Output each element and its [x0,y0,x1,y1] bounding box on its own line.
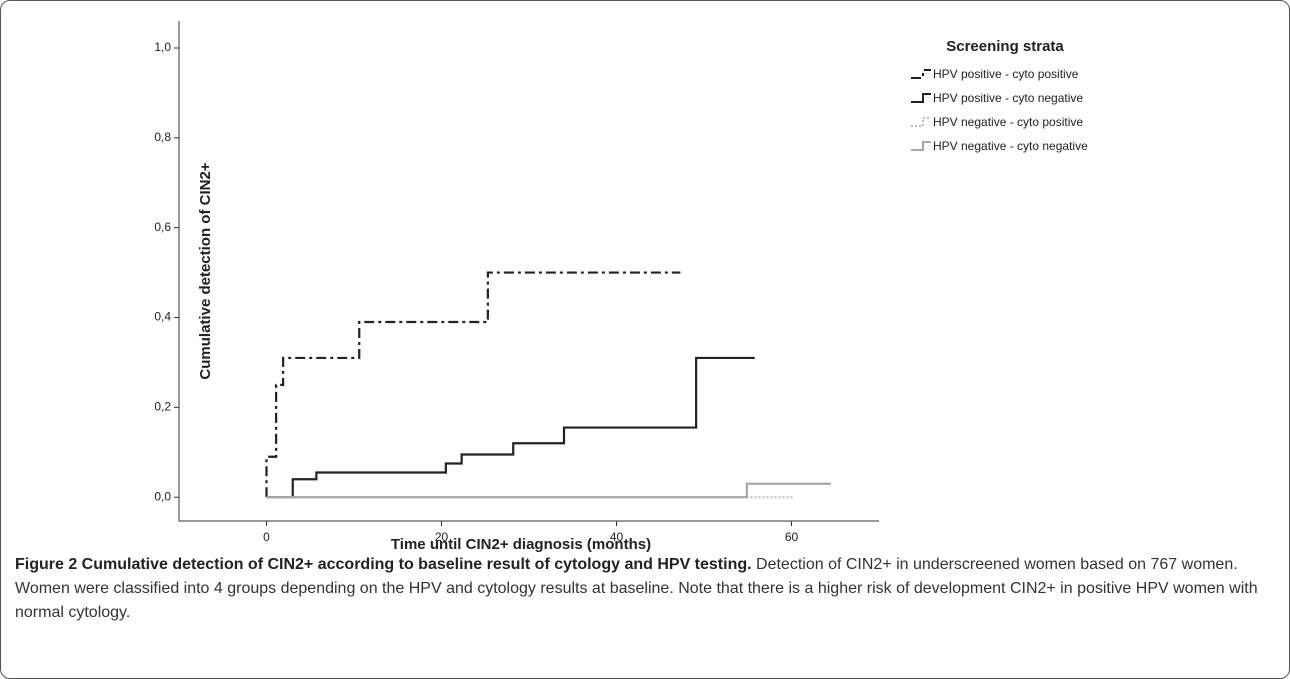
y-tick-label: 0,6 [154,220,171,234]
step-line [265,271,681,498]
x-tick-label: 40 [610,530,624,544]
y-tick-label: 1,0 [154,40,171,54]
legend-swatch [911,141,931,151]
x-tick-label: 60 [785,530,799,544]
caption-text: Detection of CIN2+ in underscreened wome… [15,556,1258,621]
legend-swatch [911,93,931,103]
step-line [266,482,831,499]
y-tick-label: 0,0 [154,489,171,503]
y-tick-label: 0,2 [154,400,171,414]
chart: Time until CIN2+ diagnosis (months) Cumu… [154,21,1088,553]
y-tick-label: 0,4 [154,310,171,324]
legend-label: HPV positive - cyto negative [933,91,1083,105]
caption: Figure 2 Cumulative detection of CIN2+ a… [15,553,1275,625]
caption-heading: Figure 2 Cumulative detection of CIN2+ a… [15,556,752,573]
legend-title: Screening strata [946,38,1064,55]
x-tick-label: 0 [263,530,270,544]
step-line [266,356,755,499]
x-axis-title: Time until CIN2+ diagnosis (months) [391,536,651,553]
y-tick-label: 0,8 [154,130,171,144]
legend-swatch [911,69,931,79]
legend-label: HPV positive - cyto positive [933,67,1079,81]
y-axis-title: Cumulative detection of CIN2+ [197,162,214,379]
legend-swatch [911,117,931,127]
x-tick-label: 20 [435,530,449,544]
legend-label: HPV negative - cyto positive [933,115,1083,129]
legend-label: HPV negative - cyto negative [933,139,1088,153]
